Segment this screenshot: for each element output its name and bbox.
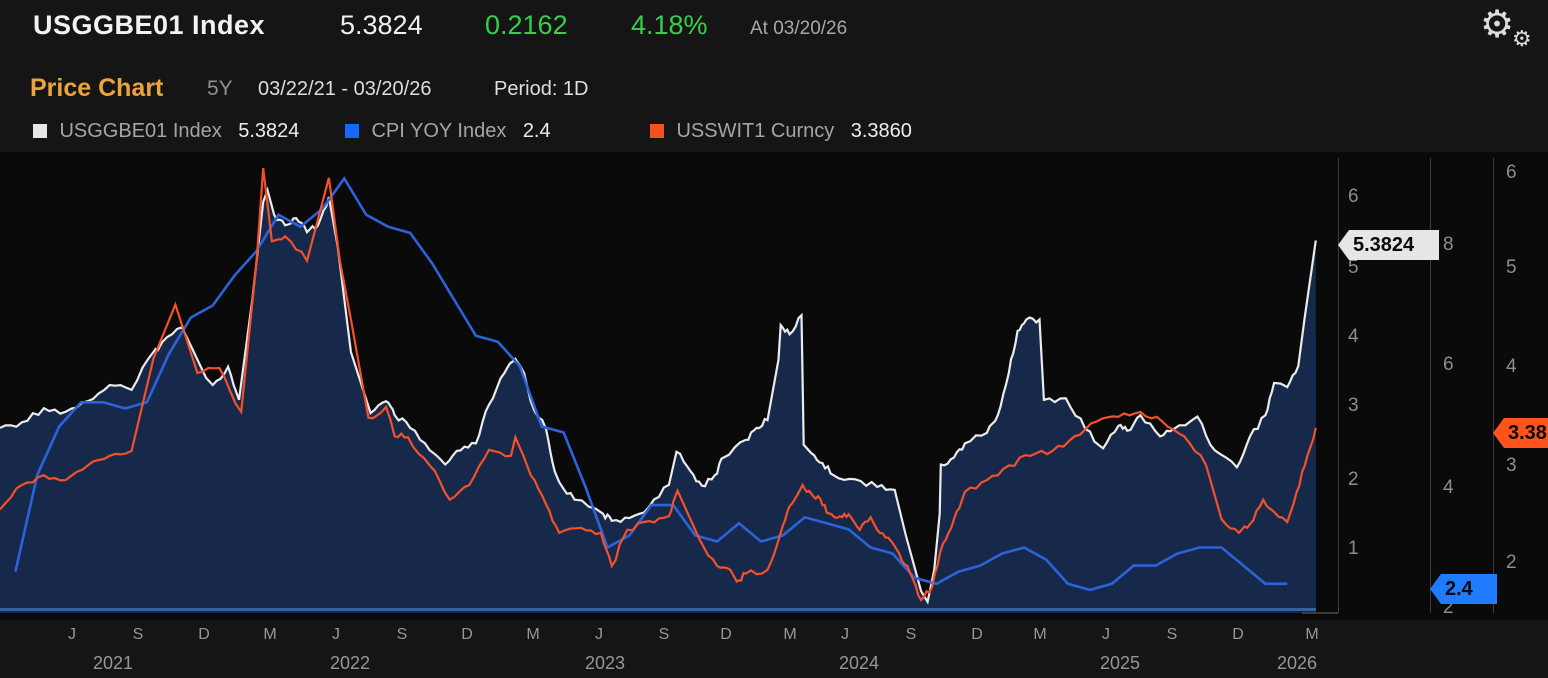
y-tick-label: 6 xyxy=(1348,186,1359,207)
y-tick-label: 2 xyxy=(1348,469,1359,490)
month-tick-label: S xyxy=(132,626,144,643)
legend-value: 5.3824 xyxy=(238,120,300,142)
y-tick-label: 5 xyxy=(1506,257,1517,278)
range-selector[interactable]: 5Y xyxy=(207,77,233,100)
price-change-pct: 4.18% xyxy=(631,10,708,40)
month-tick-label: D xyxy=(1232,626,1244,643)
legend-item-usswit1[interactable]: USSWIT1 Curncy 3.3860 xyxy=(650,120,912,146)
legend-label: CPI YOY Index xyxy=(371,120,507,142)
date-range[interactable]: 03/22/21 - 03/20/26 xyxy=(258,78,432,100)
y-tick-label: 1 xyxy=(1348,538,1359,559)
month-tick-label: D xyxy=(720,626,732,643)
month-tick-label: J xyxy=(841,626,849,643)
last-price-tag-usggbe01: 5.3824 xyxy=(1338,230,1439,260)
y-tick-label: 6 xyxy=(1506,162,1517,183)
usswit1-line xyxy=(0,167,1317,602)
month-tick-label: J xyxy=(68,626,76,643)
month-tick-label: M xyxy=(1305,626,1319,643)
y-tick-label: 3 xyxy=(1506,455,1517,476)
month-tick-label: S xyxy=(1166,626,1178,643)
month-tick-label: S xyxy=(396,626,408,643)
y-tick-label: 4 xyxy=(1506,356,1517,377)
y-tick-label: 5 xyxy=(1348,257,1359,278)
y-tick-label: 4 xyxy=(1443,477,1454,498)
y-axis-lines xyxy=(1338,158,1494,613)
legend-value: 3.3860 xyxy=(850,120,912,142)
price-change: 0.2162 xyxy=(485,10,568,40)
month-tick-label: S xyxy=(905,626,917,643)
legend-label: USGGBE01 Index xyxy=(59,120,222,142)
month-tick-label: M xyxy=(526,626,540,643)
month-tick-label: J xyxy=(332,626,340,643)
legend-value: 2.4 xyxy=(522,120,551,142)
legend-item-cpi-yoy[interactable]: CPI YOY Index 2.4 xyxy=(345,120,551,146)
y-tick-label: 8 xyxy=(1443,234,1454,255)
month-tick-label: D xyxy=(198,626,210,643)
cpi-yoy-line xyxy=(14,176,1288,592)
month-tick-label: M xyxy=(263,626,277,643)
month-tick-label: D xyxy=(461,626,473,643)
y-tick-label: 6 xyxy=(1443,354,1454,375)
last-price-tag-cpi: 2.4 xyxy=(1430,574,1497,604)
chart-legend: USGGBE01 Index 5.3824 CPI YOY Index 2.4 … xyxy=(33,120,1133,146)
period-selector[interactable]: Period: 1D xyxy=(494,78,589,100)
month-tick-label: M xyxy=(783,626,797,643)
last-price: 5.3824 xyxy=(340,10,423,40)
year-tick-label: 2022 xyxy=(329,653,371,673)
last-price-tag-usswit1: 3.38 xyxy=(1493,418,1548,448)
usggbe01-swatch-icon xyxy=(33,124,47,138)
as-of-date: At 03/20/26 xyxy=(750,18,848,39)
ticker-title: USGGBE01 Index xyxy=(33,10,266,40)
y-tick-label: 2 xyxy=(1443,597,1454,618)
legend-item-usggbe01[interactable]: USGGBE01 Index 5.3824 xyxy=(33,120,299,146)
year-tick-label: 2023 xyxy=(584,653,626,673)
year-tick-label: 2026 xyxy=(1276,653,1318,673)
chart-toolbar: Price Chart 5Y 03/22/21 - 03/20/26 Perio… xyxy=(30,74,589,103)
legend-label: USSWIT1 Curncy xyxy=(676,120,835,142)
header-row: USGGBE01 Index 5.3824 0.2162 4.18% At 03… xyxy=(33,10,847,41)
settings-button[interactable]: ⚙ ⚙ xyxy=(1480,2,1540,54)
gear-icon: ⚙ xyxy=(1480,4,1515,46)
y-tick-label: 3 xyxy=(1348,395,1359,416)
usggbe01-line xyxy=(0,186,1317,605)
month-tick-label: D xyxy=(971,626,983,643)
y-tick-label: 4 xyxy=(1348,326,1359,347)
chart-title: Price Chart xyxy=(30,74,164,102)
cpi-yoy-swatch-icon xyxy=(345,124,359,138)
gear-small-icon: ⚙ xyxy=(1512,26,1532,51)
usggbe01-area-fill xyxy=(0,190,1316,613)
usswit1-swatch-icon xyxy=(650,124,664,138)
month-tick-label: J xyxy=(595,626,603,643)
year-tick-label: 2024 xyxy=(838,653,880,673)
month-tick-label: J xyxy=(1102,626,1110,643)
y-tick-label: 2 xyxy=(1506,552,1517,573)
month-tick-label: M xyxy=(1033,626,1047,643)
year-tick-label: 2021 xyxy=(92,653,134,673)
year-tick-label: 2025 xyxy=(1099,653,1141,673)
month-tick-label: S xyxy=(658,626,670,643)
